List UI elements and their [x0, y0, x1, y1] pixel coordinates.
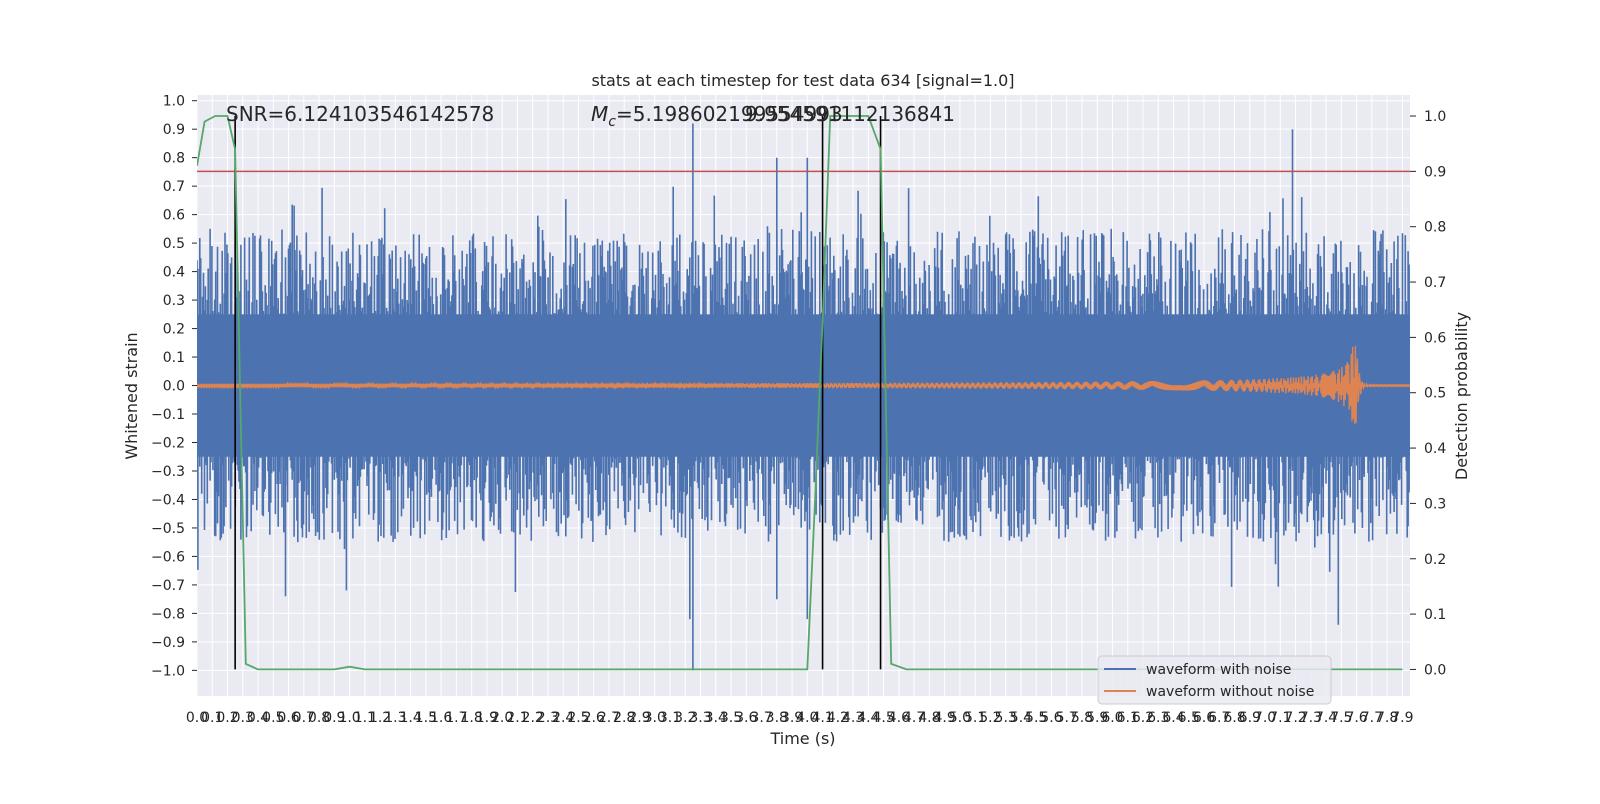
legend-label-with-noise: waveform with noise	[1146, 662, 1291, 678]
y-tick-label-left: 0.3	[163, 293, 185, 309]
y-tick-label-left: 0.1	[163, 350, 185, 366]
y-tick-label-right: 0.8	[1424, 220, 1446, 236]
y-tick-label-right: 1.0	[1424, 109, 1446, 125]
y-tick-label-left: −0.4	[151, 492, 185, 508]
y-tick-label-right: 0.6	[1424, 330, 1446, 346]
y-tick-label-left: 0.5	[163, 236, 185, 252]
y-tick-label-left: 1.0	[163, 94, 185, 110]
y-tick-label-left: 0.6	[163, 208, 185, 224]
y-tick-label-left: 0.0	[163, 379, 185, 395]
y-tick-label-left: −0.5	[151, 521, 185, 537]
y-tick-label-right: 0.9	[1424, 164, 1446, 180]
y-tick-label-left: −0.7	[151, 578, 185, 594]
y-tick-label-left: −0.6	[151, 549, 185, 565]
x-axis-label: Time (s)	[769, 729, 835, 748]
legend: waveform with noise waveform without noi…	[1098, 656, 1331, 704]
y-axis-label-right: Detection probability	[1452, 312, 1471, 480]
y-tick-label-left: 0.2	[163, 322, 185, 338]
y-tick-label-right: 0.0	[1424, 662, 1446, 678]
y-tick-label-right: 0.2	[1424, 552, 1446, 568]
y-tick-label-right: 0.3	[1424, 496, 1446, 512]
y-tick-label-right: 0.5	[1424, 386, 1446, 402]
legend-label-without-noise: waveform without noise	[1146, 684, 1314, 700]
y-tick-label-left: 0.8	[163, 151, 185, 167]
y-tick-label-left: −0.1	[151, 407, 185, 423]
y-tick-label-left: −1.0	[151, 663, 185, 679]
y-tick-label-left: −0.9	[151, 635, 185, 651]
overlapping-annotation: 9.954591112136841	[745, 102, 955, 126]
y-tick-label-right: 0.4	[1424, 441, 1446, 457]
y-tick-label-left: 0.9	[163, 122, 185, 138]
x-tick-label: 7.9	[1391, 710, 1413, 726]
y-tick-label-left: −0.8	[151, 606, 185, 622]
y-tick-label-left: 0.7	[163, 179, 185, 195]
y-tick-label-left: 0.4	[163, 265, 185, 281]
y-axis-label-left: Whitened strain	[122, 332, 141, 459]
y-tick-label-right: 0.7	[1424, 275, 1446, 291]
y-tick-label-right: 0.1	[1424, 607, 1446, 623]
y-tick-label-left: −0.2	[151, 435, 185, 451]
y-tick-label-left: −0.3	[151, 464, 185, 480]
snr-annotation: SNR=6.124103546142578	[226, 102, 494, 126]
chart-title: stats at each timestep for test data 634…	[591, 71, 1014, 90]
mc-symbol: M	[591, 102, 608, 126]
